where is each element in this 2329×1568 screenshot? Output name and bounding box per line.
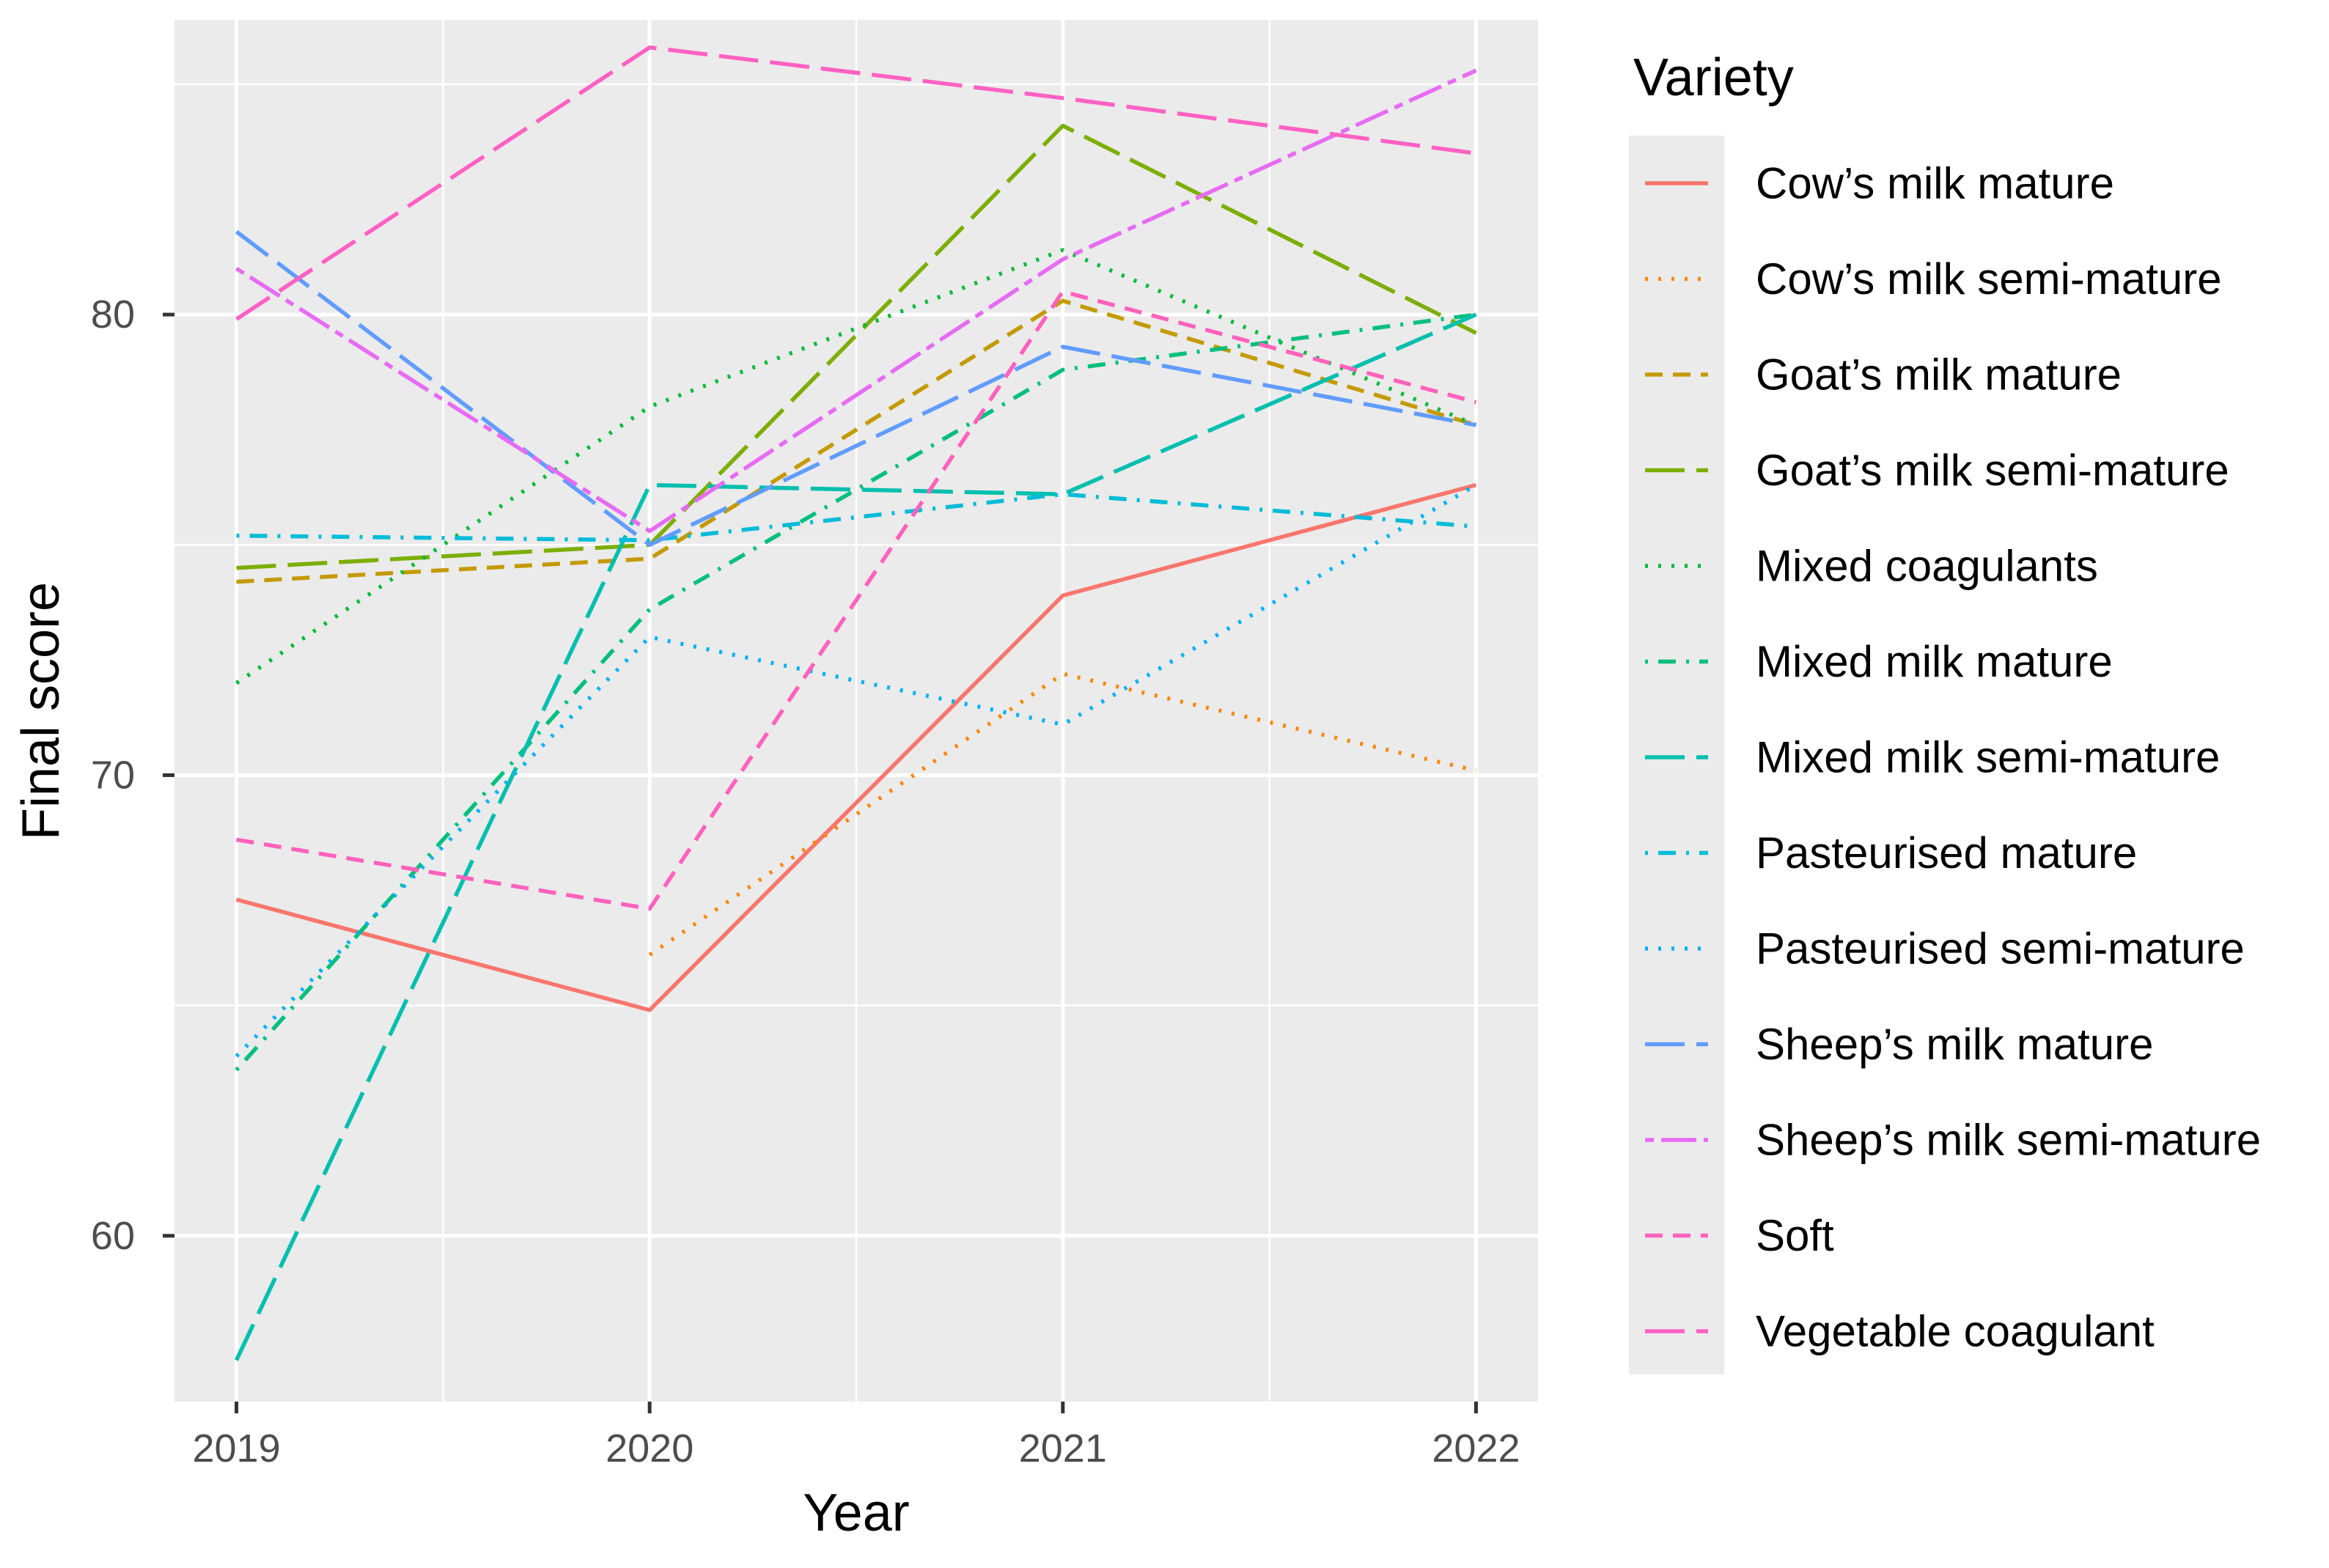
series-line	[236, 289, 1477, 911]
y-tick-label: 60	[91, 1214, 135, 1258]
legend: Variety Cow’s milk mature Cow’s milk sem…	[1629, 48, 2261, 1374]
legend-label: Mixed coagulants	[1756, 542, 2098, 591]
y-tick-label: 70	[91, 753, 135, 797]
series-lines	[235, 45, 1477, 1361]
legend-label: Pasteurised mature	[1756, 828, 2137, 877]
series-line	[236, 123, 1477, 570]
series-line	[235, 312, 1476, 1072]
series-line	[235, 229, 1477, 548]
legend-label: Goat’s milk mature	[1756, 350, 2122, 400]
x-tick-label: 2020	[606, 1427, 693, 1471]
series-line	[235, 68, 1477, 534]
axis-ticks	[163, 312, 1478, 1413]
series-line	[235, 248, 1477, 685]
series-line	[235, 312, 1477, 1361]
legend-label: Sheep’s milk mature	[1756, 1020, 2153, 1069]
legend-label: Pasteurised semi-mature	[1756, 924, 2245, 973]
legend-labels: Cow’s milk mature Cow’s milk semi-mature…	[1756, 159, 2261, 1356]
x-tick-label: 2021	[1019, 1427, 1107, 1471]
legend-label: Sheep’s milk semi-mature	[1756, 1116, 2261, 1165]
legend-label: Vegetable coagulant	[1756, 1307, 2155, 1356]
x-axis-title: Year	[803, 1484, 909, 1542]
legend-label: Cow’s milk semi-mature	[1756, 254, 2222, 303]
legend-key-background	[1629, 136, 1724, 1374]
series-line	[235, 45, 1476, 321]
series-line	[235, 482, 1477, 1012]
x-tick-label: 2022	[1432, 1427, 1520, 1471]
legend-label: Mixed milk semi-mature	[1756, 733, 2220, 782]
legend-label: Cow’s milk mature	[1756, 159, 2114, 208]
y-tick-label: 80	[91, 292, 135, 336]
legend-label: Mixed milk mature	[1756, 637, 2113, 686]
legend-title: Variety	[1633, 48, 1794, 107]
legend-keys	[1645, 181, 1708, 1333]
x-tick-label: 2019	[192, 1427, 280, 1471]
legend-label: Goat’s milk semi-mature	[1756, 446, 2229, 495]
y-tick-labels: 60 70 80	[91, 292, 135, 1258]
x-tick-labels: 2019 2020 2021 2022	[192, 1427, 1520, 1471]
y-axis-title: Final score	[12, 582, 70, 840]
legend-label: Soft	[1756, 1211, 1834, 1260]
series-line	[236, 298, 1477, 584]
series-line	[236, 492, 1476, 542]
